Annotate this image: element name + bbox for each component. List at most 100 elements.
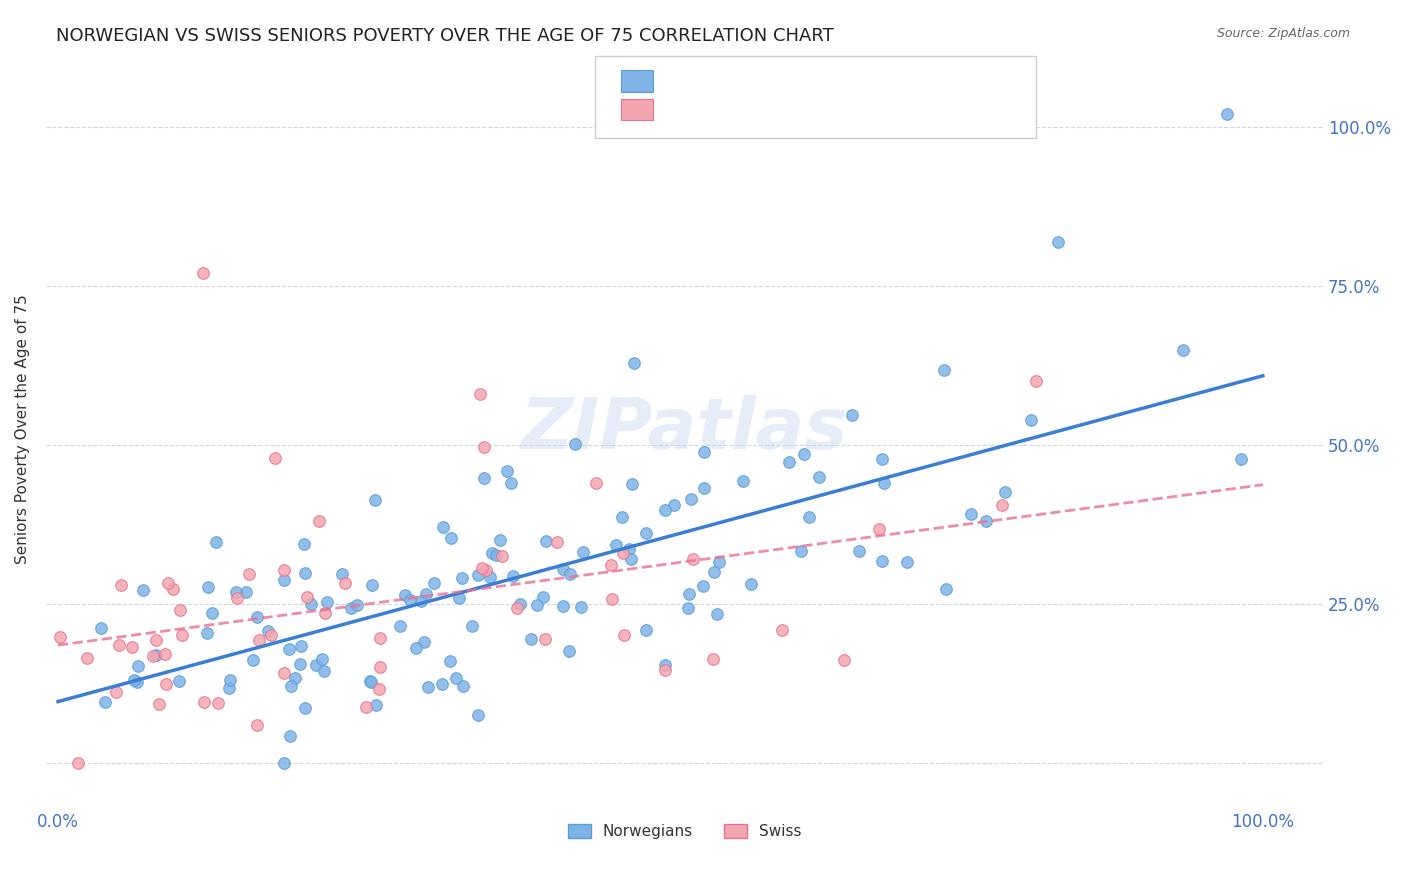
Norwegians: [489, 533, 512, 547]
FancyBboxPatch shape: [595, 56, 1036, 137]
Norwegians: [122, 673, 145, 687]
Norwegians: [169, 674, 191, 689]
Y-axis label: Seniors Poverty Over the Age of 75: Seniors Poverty Over the Age of 75: [15, 294, 30, 564]
Norwegians: [634, 623, 657, 637]
Swiss: [1025, 375, 1047, 389]
Norwegians: [612, 510, 634, 524]
Norwegians: [364, 492, 387, 507]
Norwegians: [551, 599, 574, 614]
Norwegians: [394, 588, 416, 602]
Norwegians: [569, 600, 592, 615]
Swiss: [67, 756, 90, 771]
Swiss: [368, 631, 391, 645]
Norwegians: [90, 621, 112, 635]
Norwegians: [145, 648, 167, 662]
Norwegians: [467, 567, 489, 582]
Norwegians: [292, 537, 315, 551]
Norwegians: [359, 674, 381, 689]
Norwegians: [959, 507, 981, 521]
Norwegians: [848, 544, 870, 558]
Swiss: [108, 638, 131, 652]
Norwegians: [873, 476, 896, 491]
Swiss: [148, 697, 170, 711]
Norwegians: [346, 598, 368, 612]
Norwegians: [620, 552, 643, 566]
Norwegians: [439, 654, 461, 668]
Norwegians: [1230, 451, 1253, 466]
Norwegians: [360, 675, 382, 690]
Norwegians: [479, 570, 502, 584]
Swiss: [247, 633, 270, 648]
Norwegians: [246, 610, 269, 624]
Swiss: [142, 648, 165, 663]
Norwegians: [534, 534, 557, 549]
Swiss: [474, 440, 496, 454]
Swiss: [702, 652, 724, 666]
Swiss: [273, 666, 295, 681]
Norwegians: [676, 600, 699, 615]
Norwegians: [218, 681, 240, 695]
Norwegians: [93, 695, 115, 709]
Norwegians: [273, 756, 295, 771]
Norwegians: [605, 539, 627, 553]
Norwegians: [432, 520, 454, 534]
Norwegians: [415, 587, 437, 601]
Norwegians: [218, 673, 240, 687]
Swiss: [76, 651, 98, 665]
Swiss: [613, 628, 636, 642]
Norwegians: [278, 729, 301, 743]
Norwegians: [496, 464, 519, 478]
Norwegians: [870, 452, 893, 467]
Swiss: [273, 563, 295, 577]
Text: Source: ZipAtlas.com: Source: ZipAtlas.com: [1216, 27, 1350, 40]
Norwegians: [197, 580, 219, 594]
Norwegians: [481, 546, 503, 560]
Swiss: [368, 682, 391, 697]
Norwegians: [678, 587, 700, 601]
Swiss: [368, 660, 391, 674]
Swiss: [832, 653, 855, 667]
Norwegians: [413, 635, 436, 649]
Norwegians: [974, 514, 997, 528]
Norwegians: [692, 579, 714, 593]
Text: NORWEGIAN VS SWISS SENIORS POVERTY OVER THE AGE OF 75 CORRELATION CHART: NORWEGIAN VS SWISS SENIORS POVERTY OVER …: [56, 27, 834, 45]
Norwegians: [225, 585, 247, 599]
Norwegians: [242, 653, 264, 667]
Swiss: [991, 498, 1014, 512]
Norwegians: [558, 567, 581, 582]
Norwegians: [558, 643, 581, 657]
Norwegians: [620, 477, 643, 491]
Norwegians: [299, 597, 322, 611]
Norwegians: [485, 549, 508, 563]
Norwegians: [526, 598, 548, 612]
Norwegians: [551, 562, 574, 576]
Swiss: [612, 546, 634, 560]
Swiss: [121, 640, 143, 654]
Norwegians: [793, 447, 815, 461]
Norwegians: [449, 591, 471, 605]
Text: R =  0.455   N =  53: R = 0.455 N = 53: [627, 105, 782, 120]
Norwegians: [531, 590, 554, 604]
Norwegians: [288, 657, 311, 671]
Norwegians: [132, 582, 155, 597]
Swiss: [226, 591, 249, 605]
Norwegians: [693, 482, 716, 496]
Swiss: [506, 600, 529, 615]
Norwegians: [280, 679, 302, 693]
Swiss: [654, 663, 676, 677]
Norwegians: [706, 607, 728, 621]
Norwegians: [932, 362, 955, 376]
Norwegians: [807, 470, 830, 484]
Norwegians: [654, 502, 676, 516]
Swiss: [295, 591, 318, 605]
Swiss: [471, 560, 494, 574]
Swiss: [868, 522, 890, 536]
Norwegians: [572, 545, 595, 559]
Swiss: [475, 563, 498, 577]
Norwegians: [636, 525, 658, 540]
Swiss: [264, 450, 287, 465]
Norwegians: [332, 566, 354, 581]
Norwegians: [467, 708, 489, 723]
Norwegians: [872, 554, 894, 568]
Swiss: [468, 387, 491, 401]
